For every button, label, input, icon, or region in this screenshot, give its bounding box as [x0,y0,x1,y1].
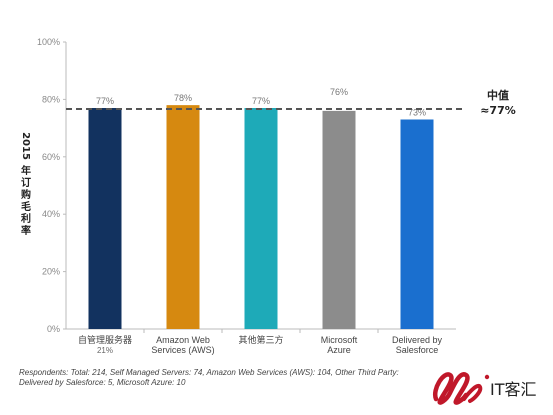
y-axis-label-part: 利 [21,212,31,225]
watermark-icon: IT客汇 [432,372,537,405]
y-axis-label-part: 率 [21,224,31,237]
y-axis-label-part: 2015 [20,132,31,160]
y-tick-label: 40% [42,209,60,219]
y-tick-label: 20% [42,267,60,277]
x-category-label: Microsoft [321,335,358,345]
bar [244,108,278,329]
x-category-label: Services (AWS) [151,345,214,355]
footnote: Respondents: Total: 214, Self Managed Se… [19,368,429,388]
y-tick-label: 0% [47,324,60,334]
x-category-label: Delivered by [392,335,443,345]
y-tick-label: 60% [42,152,60,162]
bar [322,110,356,329]
bar-data-label: 76% [330,87,348,97]
watermark-logo: IT客汇 [430,365,548,407]
bar-data-label: 78% [174,93,192,103]
bar [88,108,122,329]
x-category-sublabel: 21% [97,346,113,355]
median-label-value: ≈77% [480,104,516,117]
y-axis-label-part: 年 [21,164,31,177]
y-tick-label: 80% [42,94,60,104]
bar-data-label: 77% [96,96,114,106]
x-category-label: 其他第三方 [238,334,283,345]
bar-data-label: 77% [252,96,270,106]
y-axis-label-part: 毛 [21,200,31,213]
watermark-text: IT客汇 [490,380,537,399]
y-tick-label: 100% [37,37,60,47]
y-axis-label-part: 购 [21,188,31,201]
footnote-line-2: Delivered by Salesforce: 5, Microsoft Az… [19,378,186,387]
x-category-label: Azure [327,345,351,355]
bar [400,119,434,330]
x-category-label: 自管理服务器 [78,334,132,345]
x-category-label: Amazon Web [156,335,210,345]
footnote-line-1: Respondents: Total: 214, Self Managed Se… [19,368,399,377]
x-category-label: Salesforce [396,345,439,355]
bar [166,105,200,329]
bar-data-label: 73% [408,107,426,117]
y-axis-label-part: 订 [21,176,31,189]
median-label-title: 中值 [487,88,509,102]
